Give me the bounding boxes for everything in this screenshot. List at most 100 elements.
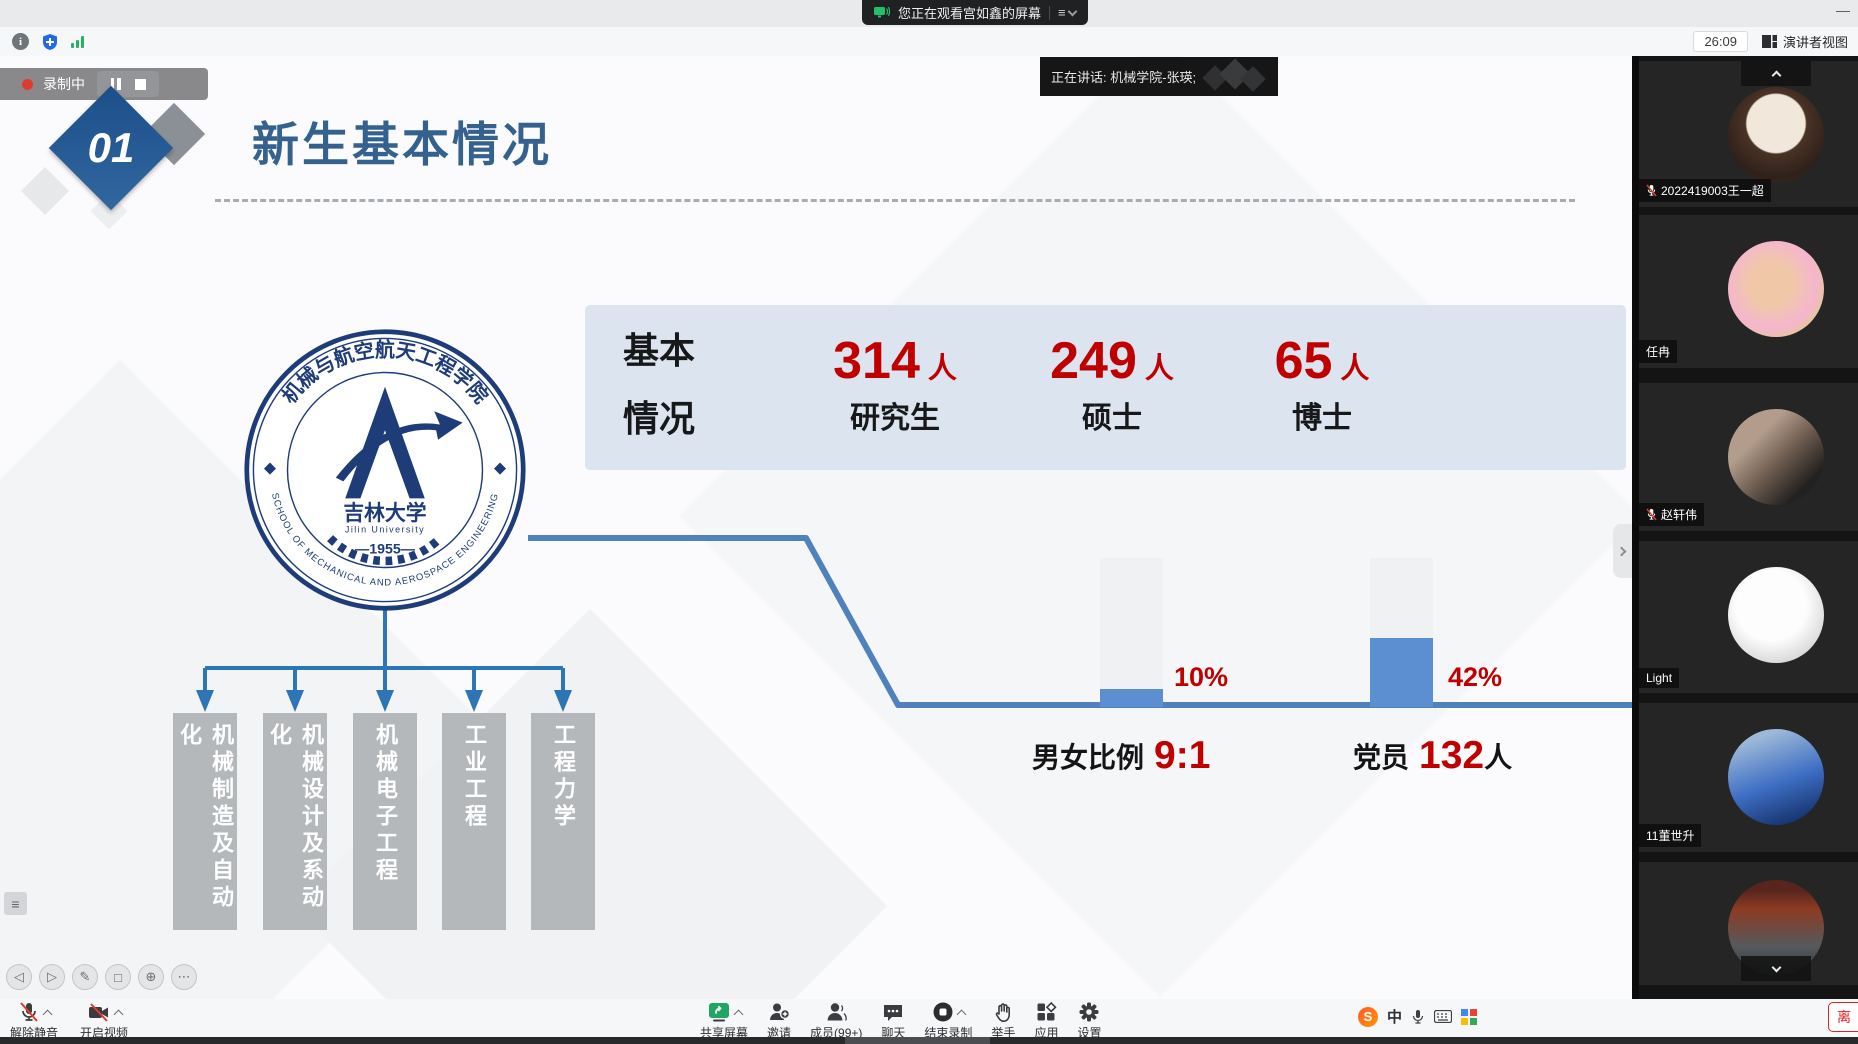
sogou-ime-icon[interactable]: S — [1358, 1006, 1378, 1027]
chart-bar-value — [1100, 689, 1163, 707]
camera-off-icon — [88, 1003, 108, 1022]
stat-phd: 65 人 博士 — [1274, 332, 1370, 435]
screen-share-indicator-icon — [874, 6, 890, 18]
unmute-button[interactable]: 解除静音 — [10, 1001, 58, 1041]
more-tools-button[interactable]: ⋯ — [171, 964, 197, 990]
stop-recording-button[interactable]: 结束录制 — [924, 1001, 972, 1041]
settings-button[interactable]: 设置 — [1077, 1001, 1101, 1041]
section-number: 01 — [87, 124, 135, 171]
mic-muted-icon — [19, 1002, 38, 1022]
participant-tile[interactable] — [1639, 862, 1858, 985]
zoom-tool-button[interactable]: ⊕ — [138, 964, 164, 990]
window-titlebar: 您正在观看宫如鑫的屏幕 ≡ — — [0, 0, 1858, 27]
banner-text: 您正在观看宫如鑫的屏幕 — [898, 6, 1042, 21]
major-bar: 机械电子工程 — [353, 713, 417, 930]
settings-gear-icon — [1079, 1002, 1099, 1022]
participant-tile[interactable]: 11董世升 — [1639, 703, 1858, 852]
participant-tile[interactable]: 赵轩伟 — [1639, 383, 1858, 531]
pen-tool-button[interactable]: ✎ — [72, 964, 98, 990]
sidebar-collapse-handle[interactable] — [1613, 524, 1632, 578]
ime-language-indicator[interactable]: 中 — [1387, 1009, 1403, 1026]
recording-dot — [22, 78, 33, 90]
participant-tile[interactable]: Light — [1639, 541, 1858, 693]
next-slide-button[interactable]: ▷ — [39, 964, 65, 990]
raise-hand-button[interactable]: 举手 — [991, 1001, 1015, 1041]
stop-recording-button[interactable] — [134, 78, 146, 90]
prev-slide-button[interactable]: ◁ — [6, 964, 32, 990]
stat-graduate: 314 人 研究生 — [833, 332, 957, 435]
participant-name: 2022419003王一超 — [1639, 179, 1771, 202]
tray-grid-icon[interactable] — [1461, 1008, 1478, 1025]
members-icon — [827, 1003, 847, 1021]
annotation-toolbar: ◁ ▷ ✎ □ ⊕ ⋯ — [6, 964, 197, 990]
participant-name: 赵轩伟 — [1639, 503, 1705, 526]
scroll-down-button[interactable] — [1741, 956, 1811, 981]
share-options-caret[interactable] — [733, 1009, 743, 1019]
screen-watching-banner[interactable]: 您正在观看宫如鑫的屏幕 ≡ — [862, 0, 1088, 25]
participant-tile[interactable]: 2022419003王一超 — [1639, 61, 1858, 207]
security-shield-icon[interactable] — [41, 33, 59, 51]
speaking-toast: 正在讲话: 机械学院-张瑛; — [1040, 57, 1278, 96]
logo-gear-arc — [327, 535, 443, 566]
muted-mic-icon — [1646, 184, 1657, 197]
mic-options-caret[interactable] — [42, 1009, 52, 1019]
start-video-button[interactable]: 开启视频 — [80, 1001, 128, 1041]
record-options-caret[interactable] — [956, 1009, 967, 1019]
info-icon[interactable]: i — [12, 33, 29, 50]
shape-tool-button[interactable]: □ — [105, 964, 131, 990]
avatar — [1728, 567, 1824, 663]
panel-label: 基本 情况 — [623, 330, 696, 439]
video-options-caret[interactable] — [113, 1009, 123, 1019]
logo-mountain — [345, 386, 425, 499]
muted-mic-icon — [1646, 508, 1657, 521]
system-tray: S 中 — [1358, 1006, 1478, 1027]
pause-recording-button[interactable] — [110, 78, 121, 90]
participant-name: 任冉 — [1639, 340, 1678, 363]
panel-divider — [1632, 56, 1639, 999]
raise-hand-icon — [996, 1003, 1011, 1022]
avatar — [1728, 87, 1824, 183]
speaker-view-icon — [1761, 35, 1777, 48]
apps-button[interactable]: 应用 — [1034, 1001, 1058, 1041]
meeting-bottom-toolbar: 解除静音 开启视频 — [0, 999, 1858, 1040]
major-bar: 机械设计及系动化 — [263, 713, 327, 930]
avatar — [1728, 241, 1824, 337]
screen-share-icon — [708, 1003, 729, 1022]
basic-info-panel: 基本 情况 314 人 研究生 249 人 硕士 65 人 博士 — [585, 305, 1626, 470]
scroll-up-button[interactable] — [1741, 61, 1811, 86]
logo-university-en: Jilin University — [345, 524, 425, 534]
toast-diamonds — [1202, 58, 1272, 95]
os-taskbar — [0, 1037, 1858, 1044]
network-signal-icon — [71, 35, 84, 48]
participant-name: Light — [1639, 668, 1680, 688]
major-bar: 工业工程 — [442, 713, 506, 930]
shared-screen-slide: 01 新生基本情况 录制中 正在讲话: 机械学院-张瑛; — [0, 56, 1632, 999]
chat-button[interactable]: 聊天 — [881, 1001, 905, 1041]
participant-tile[interactable]: 任冉 — [1639, 215, 1858, 368]
deco-diamond — [20, 166, 70, 216]
invite-button[interactable]: 邀请 — [767, 1001, 791, 1041]
minimize-icon[interactable]: — — [1836, 2, 1850, 18]
chart-percent-label: 10% — [1174, 662, 1229, 692]
share-screen-button[interactable]: 共享屏幕 — [700, 1001, 748, 1041]
major-bar: 工程力学 — [531, 713, 595, 930]
chart-bar-value — [1370, 638, 1433, 707]
view-mode-switch[interactable]: 演讲者视图 — [1761, 32, 1848, 51]
tray-keyboard-icon[interactable] — [1434, 1010, 1453, 1023]
members-button[interactable]: 成员(99+) — [810, 1001, 862, 1041]
chart-caption-party: 党员 132 人 — [1353, 734, 1513, 777]
university-logo: 机械与航空航天工程学院 SCHOOL OF MECHANICAL AND AER… — [244, 329, 526, 611]
avatar — [1728, 409, 1824, 505]
slide-title: 新生基本情况 — [252, 118, 552, 171]
logo-year: —1955— — [355, 541, 416, 557]
chart-bar-bg — [1100, 558, 1163, 707]
leave-meeting-button[interactable]: 离 — [1828, 1002, 1858, 1032]
title-underline — [215, 199, 1575, 202]
meeting-status-strip: i 26:09 演讲者视图 — [0, 27, 1858, 56]
banner-menu-icon[interactable]: ≡ — [1058, 5, 1078, 20]
annotation-list-toggle[interactable]: ≡ — [4, 892, 27, 915]
logo-university-cn: 吉林大学 — [343, 501, 426, 525]
chart-percent-label: 42% — [1448, 662, 1503, 692]
tray-mic-icon[interactable] — [1411, 1009, 1425, 1025]
